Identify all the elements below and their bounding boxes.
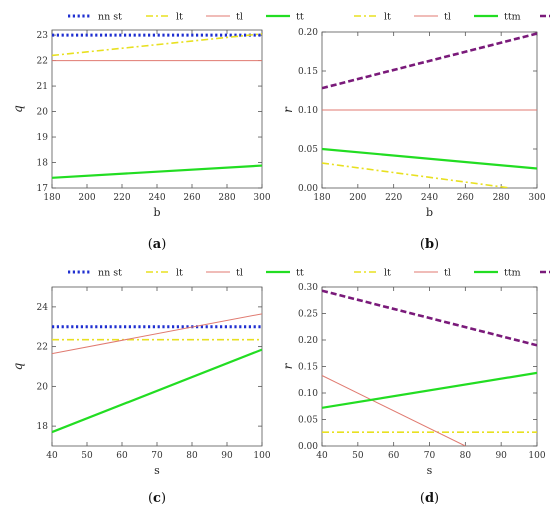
panel-1-xtick-label: 260 (183, 193, 200, 203)
panel-1-ytick-label: 23 (37, 31, 49, 41)
panel-1-xtick-label: 300 (253, 193, 270, 203)
panel-3-series-tt (52, 348, 262, 434)
panel-1-xtick-label: 240 (148, 193, 165, 203)
panel-4-xtick-label: 50 (352, 451, 364, 461)
panel-4-ytick-label: 0.25 (298, 310, 318, 320)
panel-1-xlabel: b (153, 206, 160, 219)
panel-2-xtick-label: 240 (421, 193, 438, 203)
panel-2-legend-label: lt (384, 12, 391, 23)
panel-3-legend-label: tt (296, 268, 304, 279)
panel-3-xtick-label: 60 (116, 451, 128, 461)
panel-3: 40 50 60 70 80 90 100 18 20 22 24 s q nn st lt tl tt (c) (11, 268, 304, 507)
panel-3-xtick-label: 100 (253, 451, 270, 461)
panel-2-legend-label: ttm (504, 12, 521, 23)
panel-4-legend-label: lt (384, 268, 391, 279)
panel-1-ytick-label: 22 (37, 57, 48, 67)
panel-2-legend-label: tl (444, 12, 451, 23)
panel-1-series-lt (52, 33, 262, 57)
panel-2-xlabel: b (426, 206, 433, 219)
panel-4-xtick-label: 60 (388, 451, 400, 461)
panel-4-frame (321, 286, 538, 447)
panel-2-series-tts (322, 32, 537, 90)
panel-2-xtick-label: 280 (493, 193, 510, 203)
panel-1-legend-label: tt (296, 12, 304, 23)
panel-2-series-lt (322, 162, 511, 188)
panel-4-series-tl (322, 375, 466, 446)
panel-4-ytick-label: 0.20 (298, 336, 318, 346)
panel-4-xtick-label: 100 (528, 451, 545, 461)
panel-4-legend-label: tl (444, 268, 451, 279)
panel-3-series-tl (52, 313, 262, 355)
panel-1-ytick-label: 18 (37, 159, 49, 169)
panel-4-xlabel: s (427, 464, 433, 477)
panel-4-caption: (d) (420, 491, 439, 506)
panel-4-ytick-label: 0.15 (298, 363, 318, 373)
panel-1-ytick-label: 21 (37, 82, 48, 92)
panel-4-series-tts (322, 289, 537, 347)
panel-1-ytick-label: 19 (37, 133, 49, 143)
panel-3-xtick-label: 40 (46, 451, 58, 461)
panel-1-legend-label: lt (176, 12, 183, 23)
panel-3-xtick-label: 80 (186, 451, 198, 461)
panel-1-xtick-label: 220 (113, 193, 130, 203)
panel-4-xtick-label: 80 (460, 451, 472, 461)
panel-3-ytick-label: 24 (37, 303, 49, 313)
panel-4-legend-label: ttm (504, 268, 521, 279)
panel-4-ytick-label: 0.10 (298, 389, 318, 399)
panel-3-legend-label: nn st (98, 268, 122, 279)
panel-2-xtick-label: 300 (528, 193, 545, 203)
panel-2-xtick-label: 180 (313, 193, 330, 203)
panel-3-xtick-label: 70 (151, 451, 163, 461)
panel-1-ytick-label: 20 (37, 108, 49, 118)
panel-2-series-ttm (322, 147, 537, 170)
panel-2-ylabel: r (281, 106, 295, 113)
panel-2-ytick-label: 0.05 (298, 145, 318, 155)
panel-4-ytick-label: 0.00 (298, 442, 318, 452)
panel-2-ytick-label: 0.10 (298, 106, 318, 116)
panel-4-series-ttm (322, 371, 537, 409)
panel-1-xtick-label: 280 (218, 193, 235, 203)
panel-1-xtick-label: 200 (78, 193, 95, 203)
panel-4-xtick-label: 70 (424, 451, 436, 461)
panel-3-legend-label: lt (176, 268, 183, 279)
panel-3-xtick-label: 90 (221, 451, 233, 461)
panel-3-ylabel: q (11, 362, 25, 370)
panel-4-xtick-label: 40 (316, 451, 328, 461)
panel-3-frame (51, 286, 263, 447)
panel-2-xtick-label: 220 (385, 193, 402, 203)
panel-4-xtick-label: 90 (495, 451, 507, 461)
panel-3-ytick-label: 20 (37, 382, 49, 392)
panel-2-ytick-label: 0.15 (298, 67, 318, 77)
panel-3-caption: (c) (148, 491, 166, 506)
panel-4-ytick-label: 0.05 (298, 416, 318, 426)
panel-2-xtick-label: 200 (349, 193, 366, 203)
panel-3-xtick-label: 50 (81, 451, 93, 461)
panel-2-xtick-label: 260 (457, 193, 474, 203)
panel-1-ylabel: q (11, 105, 25, 113)
panel-1-xtick-label: 180 (43, 193, 60, 203)
panel-3-legend-label: tl (236, 268, 243, 279)
panel-1-legend-label: nn st (98, 12, 122, 23)
panel-3-xlabel: s (154, 464, 160, 477)
panel-3-ytick-label: 18 (37, 422, 49, 432)
panel-1-legend-label: tl (236, 12, 243, 23)
panel-4: 40 50 60 70 80 90 100 0.00 0.05 0.10 0.15 0.20 0.25 0… (281, 268, 550, 506)
panel-1-frame (51, 29, 263, 189)
panel-1: 180 200 220 240 260 280 300 17 18 19 20 21 22 23 b q nn … (11, 12, 304, 253)
panel-4-ylabel: r (281, 362, 295, 369)
panel-2: 180 200 220 240 260 280 300 0.00 0.05 0.10 0.15 0.2… (281, 12, 550, 252)
panel-3-ytick-label: 22 (37, 343, 48, 353)
panel-2-ytick-label: 0.20 (298, 28, 318, 38)
panel-1-series-tt (52, 164, 262, 179)
panel-1-caption: (a) (148, 237, 167, 252)
panel-2-caption: (b) (420, 237, 439, 252)
panel-1-ytick-label: 17 (37, 184, 49, 194)
panel-4-ytick-label: 0.30 (298, 283, 318, 293)
panel-2-ytick-label: 0.00 (298, 184, 318, 194)
